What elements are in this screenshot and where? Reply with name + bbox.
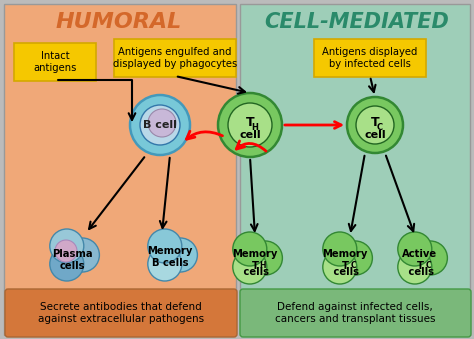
- Circle shape: [50, 229, 84, 263]
- Circle shape: [50, 247, 84, 281]
- Text: C: C: [377, 123, 383, 133]
- Text: T: T: [246, 116, 255, 128]
- Circle shape: [398, 232, 432, 266]
- Text: B cell: B cell: [143, 120, 177, 130]
- Circle shape: [233, 232, 267, 266]
- Circle shape: [413, 241, 447, 275]
- FancyBboxPatch shape: [14, 43, 96, 81]
- Text: H: H: [252, 123, 258, 133]
- Text: C: C: [425, 261, 431, 271]
- FancyBboxPatch shape: [114, 39, 236, 77]
- Circle shape: [356, 106, 394, 144]
- Text: cells: cells: [405, 267, 435, 277]
- Circle shape: [148, 247, 182, 281]
- Text: Memory
B cells: Memory B cells: [147, 246, 193, 268]
- Circle shape: [164, 238, 197, 272]
- Text: cells: cells: [240, 267, 270, 277]
- Text: H: H: [260, 261, 266, 271]
- Circle shape: [55, 240, 77, 262]
- Text: Memory
T: Memory T: [322, 249, 368, 271]
- Text: Antigens displayed
by infected cells: Antigens displayed by infected cells: [322, 47, 418, 69]
- Circle shape: [347, 97, 403, 153]
- Text: Intact
antigens: Intact antigens: [33, 51, 77, 73]
- Text: HUMORAL: HUMORAL: [56, 12, 182, 32]
- Circle shape: [130, 95, 190, 155]
- Circle shape: [323, 250, 357, 284]
- Circle shape: [140, 105, 180, 145]
- FancyBboxPatch shape: [4, 4, 236, 335]
- FancyBboxPatch shape: [240, 289, 471, 337]
- Circle shape: [148, 109, 176, 137]
- FancyBboxPatch shape: [5, 289, 237, 337]
- Text: C: C: [350, 261, 356, 271]
- Circle shape: [228, 103, 272, 147]
- Text: Antigens engulfed and
displayed by phagocytes: Antigens engulfed and displayed by phago…: [113, 47, 237, 69]
- Circle shape: [218, 93, 282, 157]
- Text: Defend against infected cells,
cancers and transplant tissues: Defend against infected cells, cancers a…: [275, 302, 435, 324]
- FancyBboxPatch shape: [314, 39, 426, 77]
- Circle shape: [338, 241, 373, 275]
- Text: cell: cell: [239, 130, 261, 140]
- FancyBboxPatch shape: [240, 4, 470, 335]
- Text: CELL-MEDIATED: CELL-MEDIATED: [264, 12, 449, 32]
- Text: Active
T: Active T: [402, 249, 438, 271]
- Text: cells: cells: [330, 267, 359, 277]
- Text: Plasma
cells: Plasma cells: [52, 249, 92, 271]
- Text: Memory
T: Memory T: [232, 249, 278, 271]
- Circle shape: [65, 238, 100, 272]
- Circle shape: [248, 241, 283, 275]
- Circle shape: [233, 250, 267, 284]
- Text: Secrete antibodies that defend
against extracellular pathogens: Secrete antibodies that defend against e…: [38, 302, 204, 324]
- Text: cell: cell: [364, 130, 386, 140]
- Circle shape: [148, 229, 182, 263]
- Circle shape: [398, 250, 432, 284]
- Text: T: T: [371, 116, 379, 128]
- Circle shape: [323, 232, 357, 266]
